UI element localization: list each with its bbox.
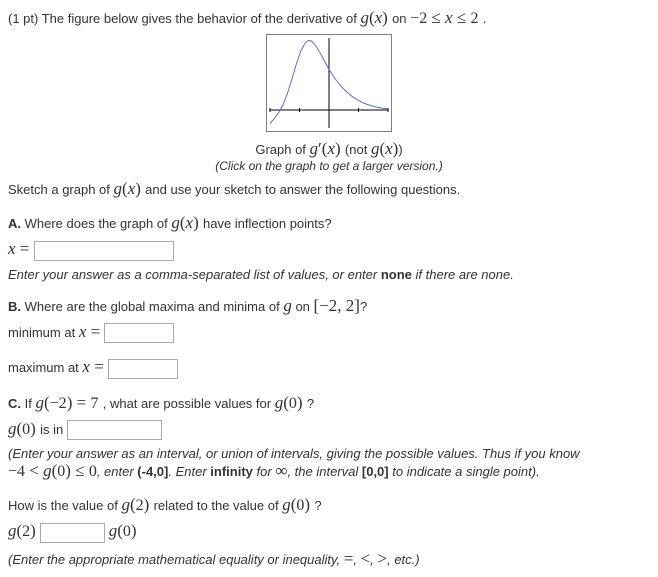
intro-fn: g(x): [360, 8, 392, 27]
input-b-max[interactable]: [108, 359, 178, 379]
intro-domain: −2 ≤ x ≤ 2: [410, 8, 483, 27]
hint-a: Enter your answer as a comma-separated l…: [8, 267, 650, 282]
hint-d: (Enter the appropriate mathematical equa…: [8, 549, 650, 569]
points-label: (1 pt): [8, 11, 38, 26]
intro-line: (1 pt) The figure below gives the behavi…: [8, 8, 650, 28]
question-b: B. Where are the global maxima and minim…: [8, 296, 650, 379]
intro-on: on: [392, 11, 406, 26]
graph-caption: Graph of g′(x) (not g(x)): [8, 139, 650, 159]
intro-text: The figure below gives the behavior of t…: [42, 11, 357, 26]
graph-block: Graph of g′(x) (not g(x)) (Click on the …: [8, 34, 650, 173]
input-b-min[interactable]: [104, 323, 174, 343]
input-a[interactable]: [34, 241, 174, 261]
label-b: B.: [8, 299, 21, 314]
question-d: How is the value of g(2) related to the …: [8, 495, 650, 569]
question-c: C. If g(−2) = 7 , what are possible valu…: [8, 393, 650, 482]
input-c[interactable]: [67, 420, 162, 440]
label-a: A.: [8, 216, 21, 231]
hint-c: (Enter your answer as an interval, or un…: [8, 446, 650, 481]
derivative-graph[interactable]: [266, 34, 392, 132]
question-a: A. Where does the graph of g(x) have inf…: [8, 213, 650, 282]
label-c: C.: [8, 396, 21, 411]
sketch-instruction: Sketch a graph of g(x) and use your sket…: [8, 179, 650, 199]
graph-click-hint: (Click on the graph to get a larger vers…: [8, 159, 650, 173]
